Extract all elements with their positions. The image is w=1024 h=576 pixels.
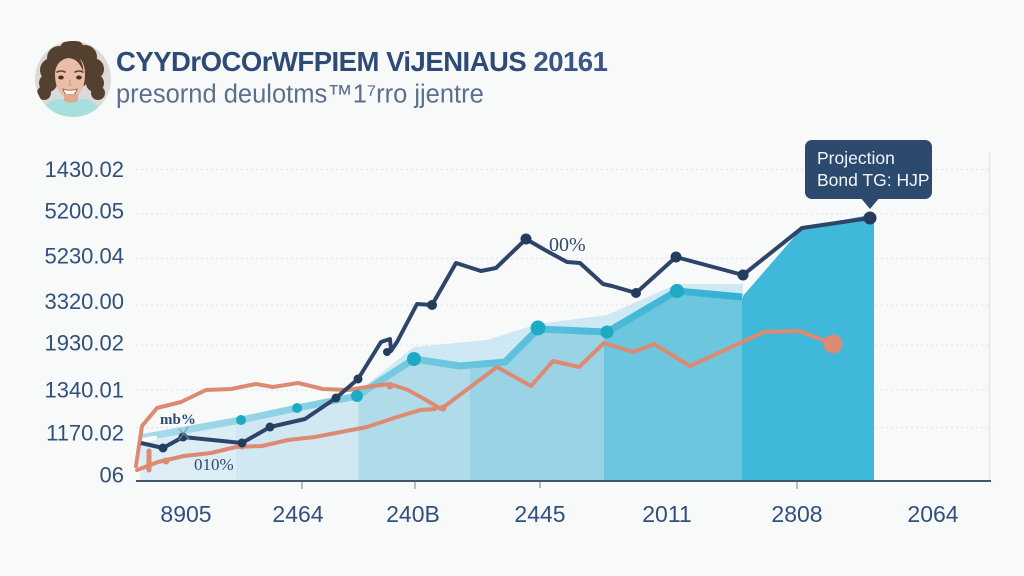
svg-text:06: 06 — [100, 463, 124, 488]
svg-text:Projection: Projection — [817, 148, 895, 168]
svg-text:mb%: mb% — [160, 412, 196, 428]
svg-text:8905: 8905 — [160, 501, 211, 527]
svg-text:240B: 240B — [386, 501, 440, 527]
svg-text:1170.02: 1170.02 — [46, 421, 124, 446]
svg-text:Bond TG: HJP: Bond TG: HJP — [817, 170, 930, 190]
svg-text:2464: 2464 — [272, 501, 323, 527]
svg-text:5230.04: 5230.04 — [44, 244, 124, 269]
svg-text:1930.02: 1930.02 — [44, 330, 124, 355]
svg-text:presornd deulotms™1⁷rro jjentr: presornd deulotms™1⁷rro jjentre — [116, 81, 484, 109]
svg-text:00%: 00% — [549, 234, 586, 256]
svg-text:3320.00: 3320.00 — [44, 289, 124, 314]
svg-text:010%: 010% — [194, 455, 234, 474]
svg-text:5200.05: 5200.05 — [44, 198, 124, 223]
svg-text:1430.02: 1430.02 — [44, 157, 124, 182]
svg-text:CYYDrOCOrWFPIEM ViJENIAUS 2016: CYYDrOCOrWFPIEM ViJENIAUS 20161 — [116, 46, 608, 77]
svg-text:2445: 2445 — [514, 501, 565, 527]
svg-text:2011: 2011 — [642, 501, 691, 527]
svg-text:1340.01: 1340.01 — [44, 378, 124, 403]
svg-text:2808: 2808 — [771, 501, 822, 527]
svg-text:2064: 2064 — [907, 501, 958, 527]
